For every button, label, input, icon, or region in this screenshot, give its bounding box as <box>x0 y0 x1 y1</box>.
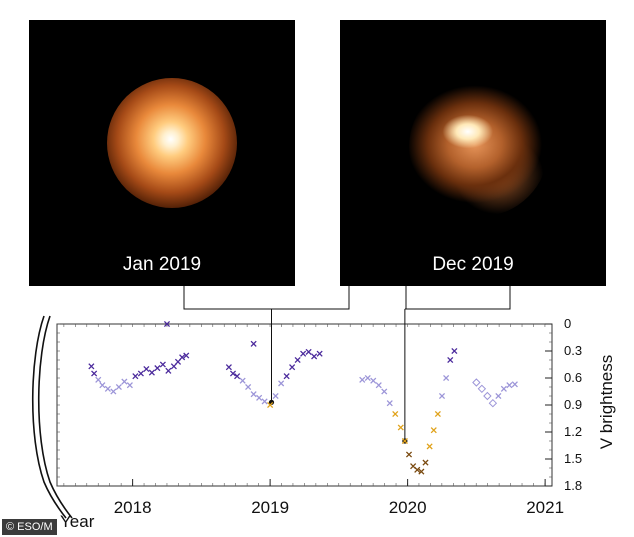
data-point <box>225 364 232 371</box>
y-tick-label: 0.9 <box>564 397 582 412</box>
data-point <box>500 385 507 392</box>
data-point <box>359 376 366 383</box>
data-point <box>143 365 150 373</box>
data-point <box>364 374 371 382</box>
data-point <box>488 398 498 408</box>
data-point <box>438 392 446 400</box>
data-point <box>250 391 257 398</box>
data-point <box>316 350 323 357</box>
data-point <box>305 348 312 355</box>
data-point <box>154 365 161 372</box>
x-tick-label: 2020 <box>389 498 427 517</box>
panel-caption: Dec 2019 <box>432 254 514 275</box>
x-tick-label: 2021 <box>526 498 564 517</box>
data-point <box>381 388 388 395</box>
data-point <box>392 410 399 418</box>
data-point <box>159 361 166 368</box>
data-point <box>245 383 252 391</box>
data-point <box>451 347 458 355</box>
y-tick-label: 1.2 <box>564 424 582 439</box>
data-point <box>256 394 263 401</box>
data-point <box>126 382 133 389</box>
data-point <box>311 353 318 360</box>
y-tick-label: 1.5 <box>564 451 582 466</box>
data-point <box>88 363 95 370</box>
data-point <box>165 367 172 374</box>
data-point <box>121 378 128 385</box>
image-panel-jan-2019: Jan 2019 <box>29 20 295 286</box>
light-curve-chart: 2018 2019 2020 2021 0 0.3 0.6 0.9 1.2 1.5 1.8 Yea… <box>31 286 616 531</box>
data-point <box>370 377 377 384</box>
data-point <box>477 384 487 394</box>
data-point <box>426 443 433 450</box>
data-point <box>506 382 513 389</box>
callout-bracket <box>405 286 511 310</box>
data-point <box>401 437 408 445</box>
data-point <box>278 380 285 387</box>
data-markers <box>88 320 518 475</box>
star-image <box>409 77 549 217</box>
x-axis-label: Year <box>60 512 95 531</box>
data-point <box>414 466 421 473</box>
data-point <box>272 392 279 400</box>
data-point <box>99 382 106 389</box>
data-point <box>386 400 393 407</box>
data-point <box>294 356 301 364</box>
y-axis-ticks: 0 0.3 0.6 0.9 1.2 1.5 1.8 <box>545 316 582 493</box>
plot-border <box>56 323 553 487</box>
y-tick-label: 1.8 <box>564 478 582 493</box>
data-point <box>405 451 413 458</box>
callout-dot <box>268 399 275 405</box>
data-point <box>137 370 144 377</box>
data-point <box>163 320 171 328</box>
image-panel-dec-2019: Dec 2019 <box>340 20 606 286</box>
data-point <box>95 376 102 383</box>
data-point <box>447 356 454 364</box>
data-point <box>179 354 186 361</box>
data-point <box>472 378 481 387</box>
data-point <box>375 382 382 389</box>
data-point <box>483 391 492 401</box>
data-point <box>397 424 404 431</box>
data-point <box>495 392 502 400</box>
data-point <box>267 401 274 409</box>
chart-frame <box>31 315 553 519</box>
data-point <box>422 459 429 466</box>
x-tick-label: 2019 <box>251 498 289 517</box>
star-image <box>107 78 237 208</box>
data-point <box>132 373 139 380</box>
data-point <box>148 369 155 376</box>
data-point <box>91 370 98 377</box>
data-point <box>443 374 450 382</box>
callout-connectors <box>183 286 511 444</box>
data-point <box>283 373 290 380</box>
data-point <box>430 427 437 434</box>
data-point <box>110 388 117 395</box>
y-axis-label: V brightness <box>597 355 616 450</box>
y-tick-label: 0.3 <box>564 343 582 358</box>
data-point <box>511 381 518 388</box>
axis-break-curve <box>31 315 67 519</box>
data-point <box>229 370 237 377</box>
x-tick-label: 2018 <box>114 498 152 517</box>
callout-bracket <box>183 286 350 310</box>
data-point <box>239 377 246 384</box>
data-point <box>434 410 441 418</box>
data-point <box>234 373 241 380</box>
panel-caption: Jan 2019 <box>122 254 202 275</box>
y-tick-label: 0 <box>564 316 571 331</box>
data-point <box>289 364 296 371</box>
x-axis-ticks: 2018 2019 2020 2021 <box>114 479 564 517</box>
data-point <box>250 340 257 347</box>
data-point <box>104 385 111 392</box>
data-point <box>183 352 190 359</box>
data-point <box>300 350 307 357</box>
watermark: © ESO/M <box>2 519 57 535</box>
data-point <box>261 398 268 405</box>
y-tick-label: 0.6 <box>564 370 582 385</box>
data-point <box>418 468 425 475</box>
data-point <box>115 383 122 391</box>
axis-break-curve <box>37 315 73 519</box>
